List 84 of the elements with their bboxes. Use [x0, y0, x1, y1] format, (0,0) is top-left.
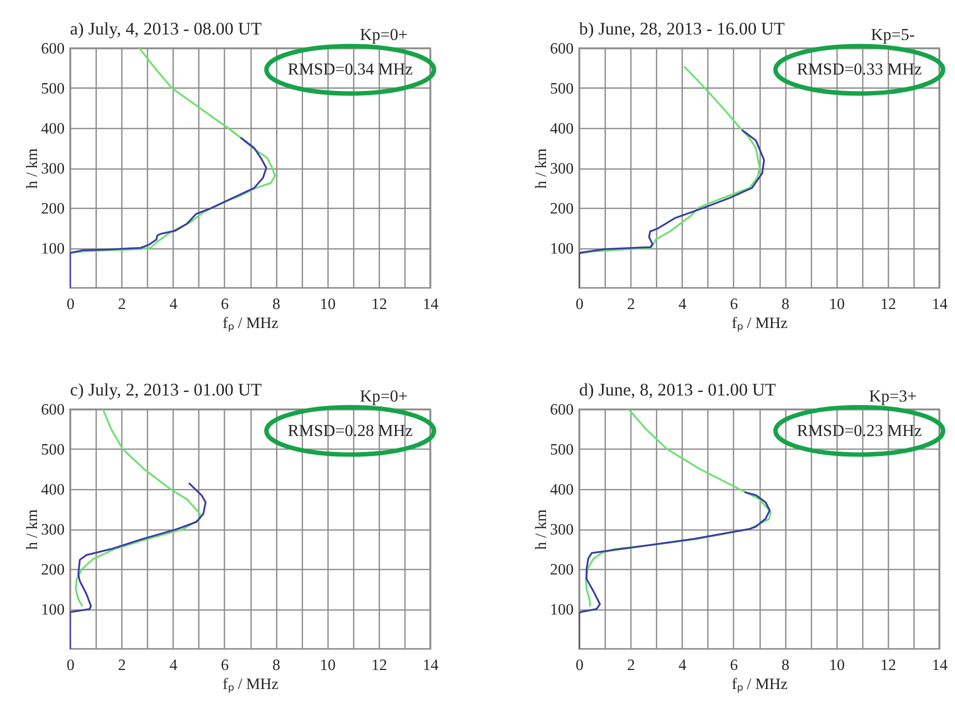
- x-tick-label: 6: [730, 657, 738, 674]
- text: Kp=5-: [870, 25, 915, 44]
- x-tick-label: 0: [66, 296, 75, 314]
- x-tick-label: 12: [371, 657, 388, 674]
- y-tick-label: 200: [550, 200, 574, 218]
- y-axis-title: h / km: [24, 508, 41, 550]
- text: Kp=3+: [868, 386, 917, 406]
- y-axis-title: h / km: [533, 148, 550, 189]
- line-series: [74, 409, 201, 607]
- y-tick-label: 100: [550, 240, 574, 258]
- line-series: [70, 137, 268, 288]
- y-axis-title: h / km: [24, 148, 41, 189]
- y-tick-label: 600: [550, 402, 574, 419]
- x-tick-label: 8: [781, 657, 790, 674]
- x-tick-label: 10: [320, 296, 336, 314]
- x-tick-label: 8: [272, 657, 280, 674]
- x-tick-label: 4: [169, 296, 178, 314]
- x-tick-label: 10: [828, 296, 845, 314]
- line-series: [70, 482, 206, 649]
- x-tick-label: 0: [576, 296, 584, 314]
- y-tick-label: 300: [550, 160, 574, 178]
- y-tick-label: 100: [550, 601, 574, 618]
- x-tick-label: 2: [627, 296, 636, 314]
- x-axis-title: fₚ / MHz: [222, 314, 279, 332]
- annotation: RMSD=0.23 MHz: [796, 420, 922, 440]
- annotation: RMSD=0.34 MHz: [288, 60, 413, 79]
- y-tick-label: 400: [40, 482, 65, 499]
- x-tick-label: 8: [781, 296, 790, 314]
- y-tick-label: 600: [550, 40, 574, 58]
- text: Kp=0+: [360, 386, 408, 406]
- x-tick-label: 12: [371, 296, 388, 314]
- line-series: [579, 130, 765, 288]
- y-tick-label: 200: [40, 200, 65, 218]
- y-tick-label: 500: [550, 442, 574, 459]
- x-tick-label: 6: [220, 296, 229, 314]
- line-series: [70, 48, 276, 254]
- x-tick-label: 6: [730, 296, 738, 314]
- x-tick-label: 0: [576, 657, 584, 674]
- chart-title: b) June, 28, 2013 - 16.00 UT: [579, 18, 785, 38]
- x-tick-label: 12: [880, 657, 896, 674]
- x-tick-label: 10: [828, 657, 845, 674]
- x-tick-label: 4: [678, 296, 687, 314]
- x-tick-label: 14: [422, 296, 439, 314]
- chart-title: d) June, 8, 2013 - 01.00 UT: [579, 379, 776, 400]
- x-axis-title: fₚ / MHz: [222, 676, 279, 693]
- x-tick-label: 14: [932, 296, 948, 314]
- x-tick-label: 8: [272, 296, 280, 314]
- y-tick-label: 300: [40, 521, 65, 538]
- y-tick-label: 600: [40, 40, 65, 58]
- annotation: RMSD=0.28 MHz: [288, 420, 413, 440]
- y-tick-label: 600: [40, 402, 65, 419]
- x-tick-label: 6: [220, 657, 229, 674]
- line-series: [579, 66, 761, 254]
- y-tick-label: 400: [550, 482, 574, 499]
- y-tick-label: 100: [40, 240, 65, 258]
- y-tick-label: 500: [40, 442, 65, 459]
- x-tick-label: 10: [320, 657, 336, 674]
- y-tick-label: 300: [550, 521, 574, 538]
- y-tick-label: 100: [40, 601, 65, 618]
- x-tick-label: 2: [627, 657, 636, 674]
- chart-title: c) July, 2, 2013 - 01.00 UT: [70, 379, 262, 400]
- x-tick-label: 12: [880, 296, 896, 314]
- annotation: RMSD=0.33 MHz: [796, 60, 922, 79]
- x-tick-label: 2: [118, 657, 126, 674]
- y-tick-label: 500: [40, 80, 65, 98]
- y-tick-label: 200: [40, 561, 65, 578]
- x-tick-label: 2: [118, 296, 126, 314]
- y-tick-label: 500: [550, 80, 574, 98]
- line-series: [579, 491, 771, 649]
- x-tick-label: 0: [66, 657, 75, 674]
- x-axis-title: fₚ / MHz: [732, 676, 788, 693]
- x-tick-label: 14: [422, 657, 439, 674]
- x-tick-label: 14: [932, 657, 948, 674]
- line-series: [584, 409, 772, 607]
- y-tick-label: 300: [40, 160, 65, 178]
- y-axis-title: h / km: [533, 508, 550, 550]
- x-tick-label: 4: [678, 657, 687, 674]
- text: Kp=0+: [360, 25, 408, 44]
- y-tick-label: 400: [40, 120, 65, 138]
- chart-title: a) July, 4, 2013 - 08.00 UT: [70, 18, 262, 38]
- y-tick-label: 200: [550, 561, 574, 578]
- x-axis-title: fₚ / MHz: [732, 314, 788, 332]
- x-tick-label: 4: [169, 657, 178, 674]
- y-tick-label: 400: [550, 120, 574, 138]
